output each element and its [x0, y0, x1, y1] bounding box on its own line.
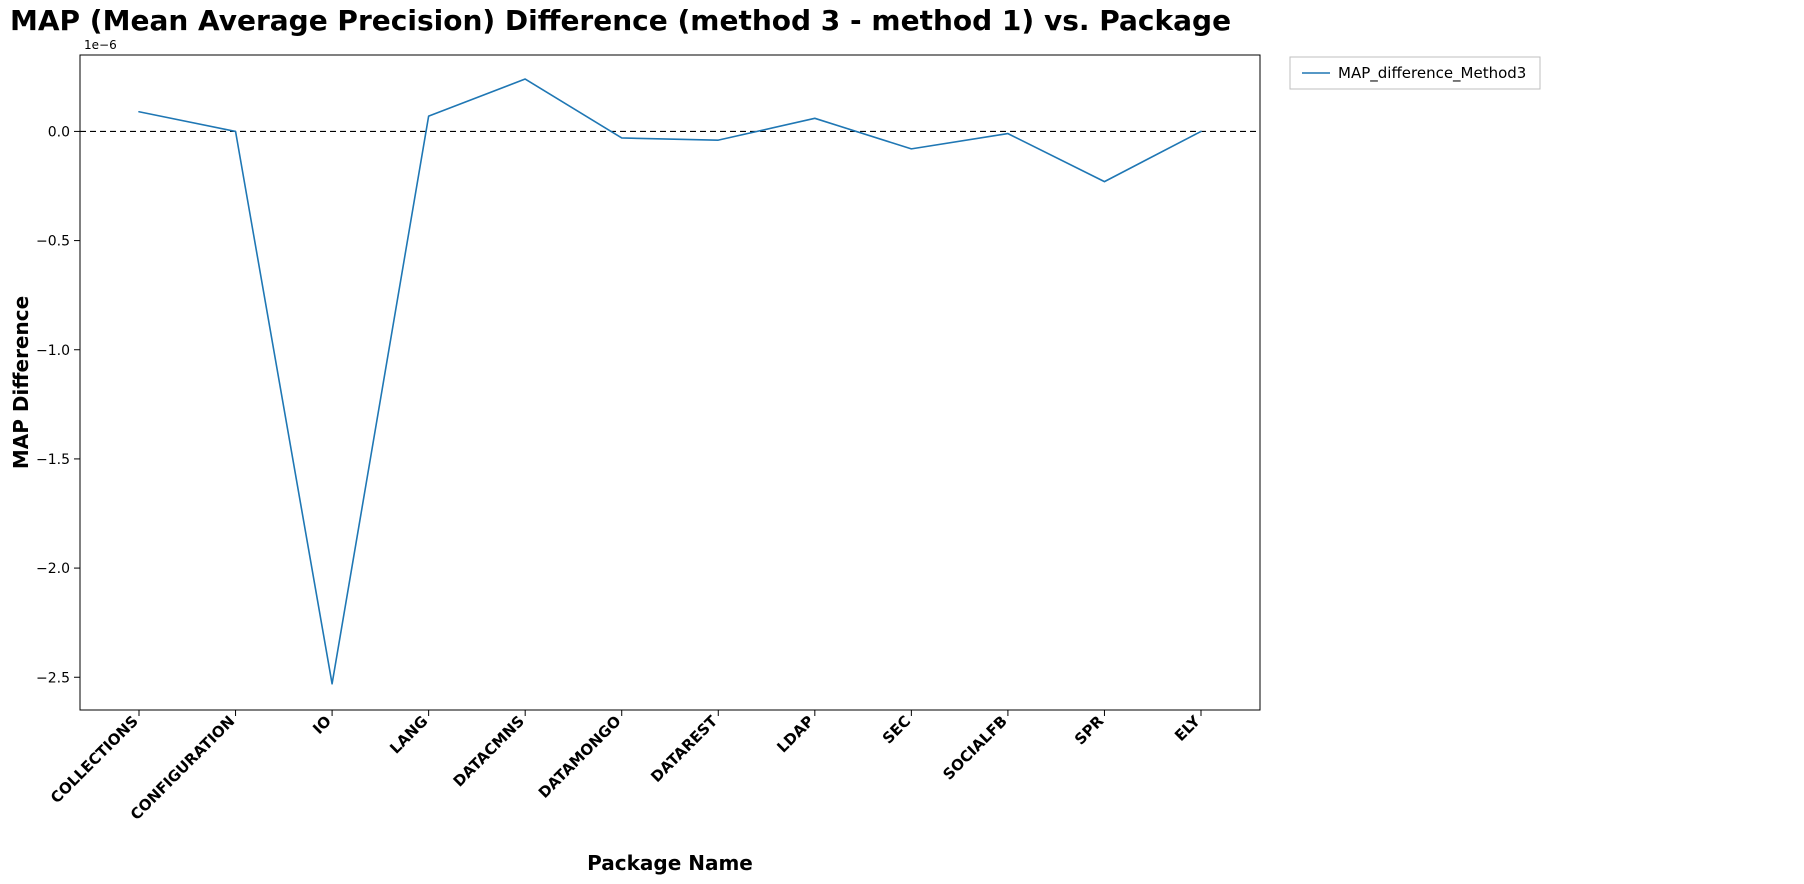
- ytick-label: −2.0: [36, 561, 70, 577]
- chart-title: MAP (Mean Average Precision) Difference …: [10, 4, 1231, 37]
- xtick-label: ELY: [1171, 711, 1205, 745]
- xtick-label: COLLECTIONS: [47, 712, 142, 807]
- xtick-label: SOCIALFB: [939, 712, 1010, 783]
- xtick-label: CONFIGURATION: [127, 712, 239, 824]
- legend: MAP_difference_Method3: [1290, 57, 1540, 89]
- ytick-label: −0.5: [36, 234, 70, 250]
- xtick-label: DATACMNS: [450, 712, 528, 790]
- legend-label: MAP_difference_Method3: [1338, 64, 1526, 83]
- xtick-label: SEC: [879, 712, 914, 747]
- x-axis-label: Package Name: [587, 851, 753, 875]
- xtick-label: LDAP: [773, 712, 817, 756]
- y-offset-text: 1e−6: [84, 38, 117, 52]
- ytick-label: −1.0: [36, 343, 70, 359]
- ytick-label: 0.0: [48, 124, 70, 140]
- xtick-label: LANG: [386, 712, 431, 757]
- y-axis-label: MAP Difference: [9, 296, 33, 469]
- xtick-label: SPR: [1071, 712, 1108, 749]
- ytick-label: −1.5: [36, 452, 70, 468]
- xtick-label: IO: [309, 712, 335, 738]
- chart-svg: MAP (Mean Average Precision) Difference …: [0, 0, 1804, 884]
- ytick-label: −2.5: [36, 670, 70, 686]
- xtick-label: DATAREST: [647, 712, 721, 786]
- xtick-label: DATAMONGO: [535, 712, 625, 802]
- axes-frame: [80, 55, 1260, 710]
- chart-container: MAP (Mean Average Precision) Difference …: [0, 0, 1804, 884]
